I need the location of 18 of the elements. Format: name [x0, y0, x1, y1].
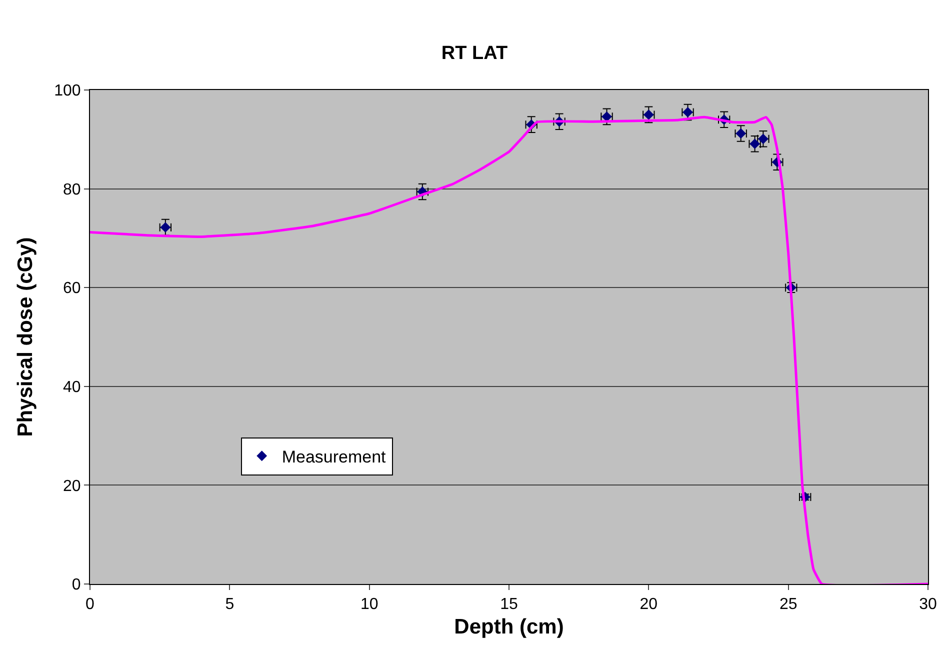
x-tick-label: 10: [360, 596, 378, 614]
x-tick-label: 5: [225, 596, 234, 614]
x-tick-label: 30: [919, 596, 937, 614]
y-tick-label: 0: [72, 576, 81, 594]
x-tick-label: 20: [640, 596, 658, 614]
y-tick-label: 100: [54, 82, 81, 100]
line-series: [90, 116, 928, 584]
y-tick-label: 20: [63, 478, 81, 495]
y-tick-label: 40: [63, 379, 81, 396]
y-tick-label: 60: [63, 280, 81, 298]
x-tick-label: 0: [86, 596, 95, 614]
legend-label: Measurement: [282, 448, 386, 466]
x-tick-label: 25: [779, 596, 798, 614]
y-tick-label: 80: [63, 181, 81, 198]
x-axis-title: Depth (cm): [454, 615, 564, 638]
chart-title: RT LAT: [441, 43, 508, 64]
y-axis-title: Physical dose (cGy): [14, 237, 38, 437]
x-tick-label: 15: [500, 596, 518, 614]
